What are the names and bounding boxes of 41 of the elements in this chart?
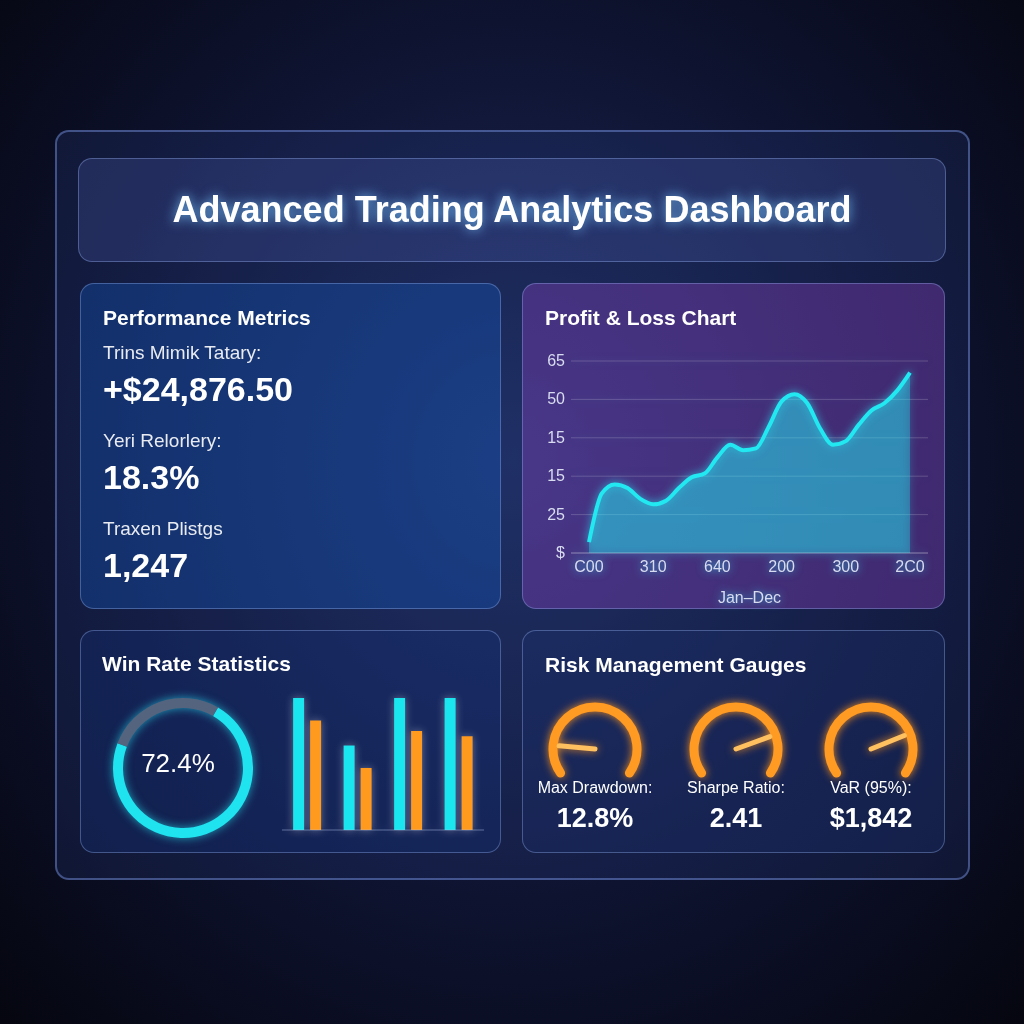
text: Sharpe Ratio:	[686, 779, 786, 797]
text: $	[555, 543, 565, 563]
text: +$24,876.50	[103, 370, 294, 409]
text: Risk Management Gauges	[545, 653, 807, 677]
donut-slice	[117, 698, 218, 747]
bar	[310, 720, 322, 830]
text: 2.41	[708, 803, 764, 834]
text: 15	[546, 466, 565, 487]
bar	[360, 767, 372, 830]
x-tick-label: C00	[574, 558, 604, 576]
text: 65	[546, 351, 565, 371]
donut-slice	[113, 707, 253, 838]
bar	[461, 736, 473, 830]
text: 15	[546, 427, 565, 448]
text: 1,247	[103, 546, 189, 585]
text: Advanced Trading Analytics Dashboard	[171, 189, 853, 231]
text: 72.4%	[140, 748, 216, 778]
bar	[343, 745, 355, 830]
x-tick-label: 300	[832, 558, 860, 576]
text: Performance Metrics	[103, 306, 311, 330]
text: Yeri Relorlery:	[103, 430, 222, 452]
x-tick-label: 310	[639, 558, 667, 576]
text: $1,842	[828, 803, 914, 834]
x-tick-label: 200	[768, 558, 796, 576]
text: 50	[546, 389, 565, 410]
bar	[394, 698, 406, 830]
chart-title: Profit & Loss Chart	[545, 306, 737, 330]
bar	[444, 698, 456, 830]
bar	[293, 698, 305, 830]
text: VaR (95%):	[829, 779, 913, 797]
text: Trins Mimik Tatary:	[103, 342, 262, 364]
bar	[411, 731, 423, 830]
text: 18.3%	[103, 458, 200, 497]
text: Max Drawdown:	[536, 779, 654, 797]
x-tick-label: 2C0	[895, 558, 925, 576]
text: 25	[546, 504, 565, 525]
chart-title: Win Rate Statistics	[102, 652, 291, 676]
x-tick-label: 640	[704, 558, 731, 576]
x-axis-title: Jan–Dec	[717, 589, 782, 606]
text: Traxen Plistgs	[103, 518, 223, 540]
text: 12.8%	[555, 803, 635, 834]
